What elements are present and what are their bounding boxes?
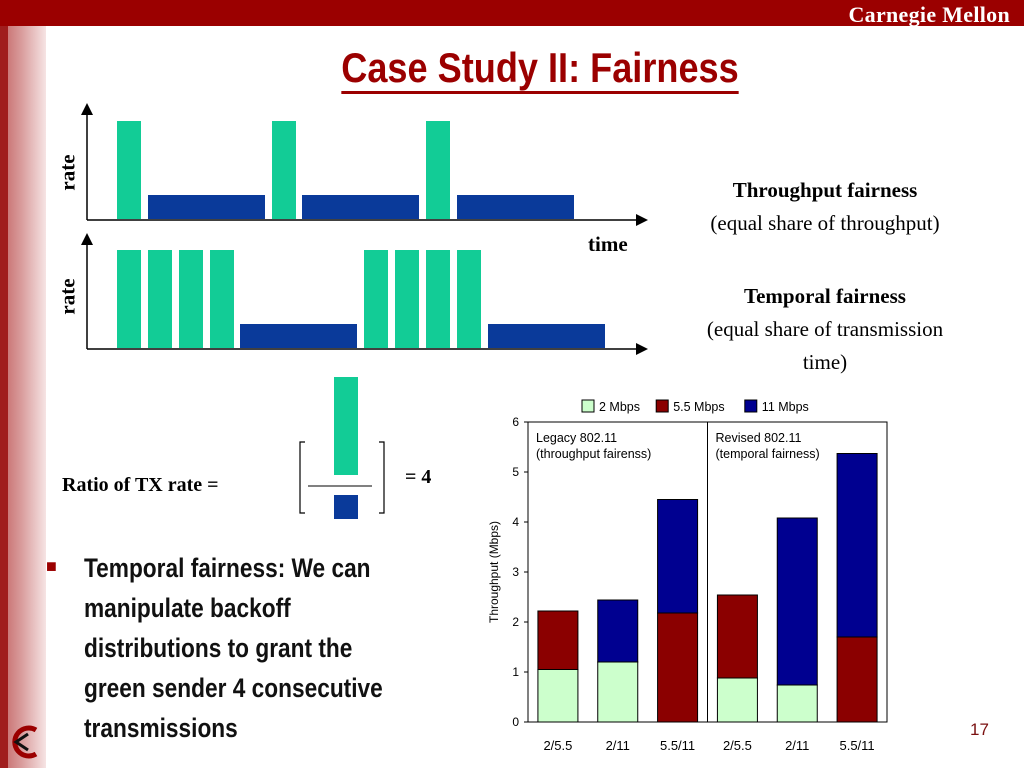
legend-label: 11 Mbps — [762, 400, 809, 414]
legend-label: 5.5 Mbps — [673, 400, 724, 414]
ratio-result: = 4 — [405, 466, 432, 488]
bottom-green-bar-1 — [117, 250, 141, 348]
x-tick-label: 5.5/11 — [839, 738, 874, 753]
cmu-seal-icon — [12, 725, 38, 759]
bar-segment — [597, 599, 639, 663]
bar-segment — [537, 669, 579, 723]
y-tick-label: 1 — [512, 665, 519, 679]
top-green-bar-3 — [426, 121, 450, 219]
bar-segment — [716, 677, 758, 723]
temporal-fairness-title: Temporal fairness — [744, 284, 906, 308]
bar-segment — [776, 684, 818, 723]
rate-label-bottom: rate — [55, 278, 80, 315]
x-tick-label: 2/11 — [606, 738, 630, 753]
slide-title: Case Study II: Fairness — [76, 44, 1005, 94]
ratio-left-bracket — [299, 441, 305, 514]
brand-logo-text: Carnegie Mellon — [848, 2, 1010, 27]
legend-swatch — [581, 399, 595, 413]
bottom-green-bar-6 — [395, 250, 419, 348]
throughput-fairness-desc: (equal share of throughput) — [710, 211, 940, 235]
bullet-square-icon: ■ — [46, 556, 57, 576]
y-tick-label: 2 — [512, 615, 519, 629]
y-tick-label: 4 — [512, 515, 519, 529]
ratio-blue-bar — [334, 495, 358, 519]
bar-segment — [836, 636, 878, 723]
y-tick-label: 3 — [512, 565, 519, 579]
y-tick-label: 0 — [512, 715, 519, 729]
bottom-green-bar-4 — [210, 250, 234, 348]
bar-segment — [597, 661, 639, 723]
bottom-green-bar-5 — [364, 250, 388, 348]
x-tick-label: 2/5.5 — [543, 738, 572, 753]
top-blue-bar-3 — [457, 195, 574, 219]
bottom-green-bar-7 — [426, 250, 450, 348]
ratio-green-bar — [334, 377, 358, 475]
x-tick-label: 2/11 — [785, 738, 809, 753]
fairness-diagram — [81, 103, 648, 519]
bottom-blue-bar-1 — [240, 324, 357, 348]
y-tick-label: 6 — [512, 415, 519, 429]
bar-segment — [657, 499, 699, 614]
bar-segment — [716, 594, 758, 679]
bullet-text: Temporal fairness: We can manipulate bac… — [84, 553, 383, 743]
bottom-blue-bar-2 — [488, 324, 605, 348]
y-tick-label: 5 — [512, 465, 519, 479]
throughput-chart: 0 1 2 3 4 5 6 Throughput (Mbps) Legacy 802.11 (th… — [487, 399, 888, 753]
x-tick-label: 2/5.5 — [723, 738, 752, 753]
bottom-green-bar-3 — [179, 250, 203, 348]
rate-label-top: rate — [55, 154, 80, 191]
group-label: Legacy 802.11 — [536, 431, 617, 445]
top-green-bar-2 — [272, 121, 296, 219]
top-blue-bar-1 — [148, 195, 265, 219]
left-accent-strip — [0, 0, 8, 768]
group-label: Revised 802.11 — [716, 431, 802, 445]
bar-segment — [657, 612, 699, 723]
x-tick-label: 5.5/11 — [660, 738, 695, 753]
top-blue-bar-2 — [302, 195, 419, 219]
top-green-bar-1 — [117, 121, 141, 219]
bottom-green-bar-2 — [148, 250, 172, 348]
y-axis-label: Throughput (Mbps) — [487, 521, 501, 623]
top-bar: Carnegie Mellon — [0, 0, 1024, 27]
time-label: time — [588, 232, 628, 256]
temporal-fairness-desc-1: (equal share of transmission — [706, 317, 944, 341]
group-label: (temporal fairness) — [716, 447, 820, 461]
legend-label: 2 Mbps — [599, 400, 640, 414]
temporal-fairness-desc-2: time) — [802, 350, 848, 374]
legend-swatch — [655, 399, 669, 413]
group-label: (throughput fairenss) — [536, 447, 651, 461]
bottom-green-bar-8 — [457, 250, 481, 348]
bar-segment — [776, 517, 818, 686]
throughput-fairness-title: Throughput fairness — [732, 178, 918, 202]
bar-segment — [537, 610, 579, 670]
legend-swatch — [744, 399, 758, 413]
ratio-right-bracket — [379, 441, 385, 514]
slide-title-text: Case Study II: Fairness — [341, 44, 739, 94]
ratio-label: Ratio of TX rate = — [62, 474, 219, 496]
page-number: 17 — [970, 720, 989, 739]
bar-segment — [836, 453, 878, 638]
